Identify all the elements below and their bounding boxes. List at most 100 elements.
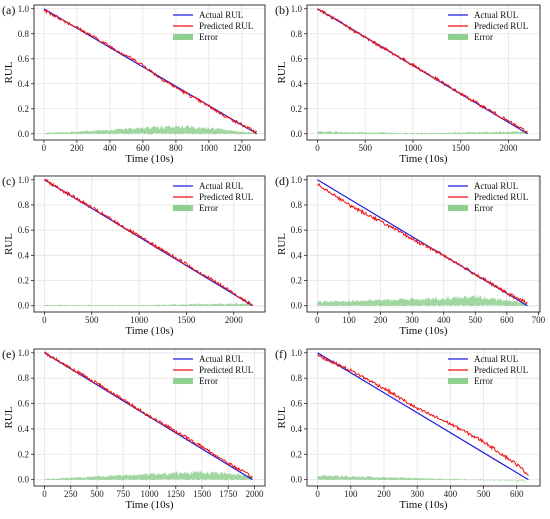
legend-predicted-label: Predicted RUL — [199, 365, 253, 375]
predicted-rul-line — [317, 182, 528, 304]
y-tick-label: 0.8 — [291, 200, 303, 210]
panel-d: 0 100 200 300 400 500 600 700 0.0 0.2 0.4 0.6 0.8 1.0… — [275, 174, 546, 337]
panel-label: (c) — [2, 174, 15, 188]
x-tick-label: 0 — [42, 315, 47, 325]
predicted-rul-line — [44, 178, 253, 306]
y-tick-label: 0.6 — [291, 225, 303, 235]
panel-label: (f) — [275, 347, 287, 361]
x-tick-label: 600 — [136, 143, 150, 153]
y-tick-label: 0.4 — [291, 424, 303, 434]
x-tick-label: 500 — [90, 489, 104, 499]
y-tick-label: 0.2 — [18, 104, 29, 114]
x-tick-label: 0 — [315, 315, 320, 325]
x-tick-label: 800 — [169, 143, 183, 153]
actual-rul-line — [317, 352, 529, 481]
x-tick-label: 1000 — [141, 489, 160, 499]
legend-actual-label: Actual RUL — [199, 181, 243, 191]
legend-predicted-label: Predicted RUL — [474, 192, 528, 202]
panel-label: (d) — [275, 174, 289, 188]
y-tick-label: 0.4 — [291, 250, 303, 260]
legend-actual-label: Actual RUL — [474, 10, 518, 20]
x-tick-label: 600 — [500, 315, 514, 325]
y-tick-label: 0.4 — [291, 79, 303, 89]
y-axis-label: RUL — [276, 233, 288, 255]
x-tick-label: 200 — [374, 315, 388, 325]
x-tick-label: 250 — [64, 489, 78, 499]
y-tick-label: 0.0 — [291, 129, 303, 139]
x-tick-label: 2000 — [499, 143, 518, 153]
axes-frame — [33, 175, 266, 313]
y-tick-label: 0.2 — [18, 276, 29, 286]
x-tick-label: 0 — [42, 489, 47, 499]
x-axis-label: Time (10s) — [125, 325, 174, 337]
error-area — [317, 474, 529, 483]
y-tick-label: 0.8 — [18, 200, 30, 210]
y-tick-label: 0.6 — [18, 54, 30, 64]
x-tick-label: 1500 — [177, 315, 196, 325]
x-tick-label: 1000 — [404, 143, 423, 153]
x-tick-label: 700 — [532, 315, 546, 325]
y-tick-label: 0.0 — [291, 301, 303, 311]
x-tick-label: 0 — [315, 143, 320, 153]
x-tick-label: 500 — [469, 315, 483, 325]
error-area — [317, 130, 528, 135]
x-tick-label: 1250 — [167, 489, 186, 499]
legend-error-swatch — [173, 34, 193, 40]
x-tick-label: 400 — [437, 315, 451, 325]
x-tick-label: 100 — [342, 315, 356, 325]
y-tick-label: 0.4 — [18, 424, 30, 434]
x-axis-label: Time (10s) — [399, 153, 448, 165]
y-tick-label: 1.0 — [291, 175, 303, 185]
y-axis-label: RUL — [276, 61, 288, 83]
legend-error-label: Error — [474, 32, 493, 42]
y-tick-label: 0.8 — [18, 373, 30, 383]
x-tick-label: 500 — [477, 489, 491, 499]
legend-actual-label: Actual RUL — [199, 10, 243, 20]
legend-predicted-label: Predicted RUL — [199, 21, 253, 31]
predicted-rul-line — [317, 353, 529, 477]
y-tick-label: 0.6 — [291, 399, 303, 409]
predicted-rul-line — [44, 351, 253, 479]
y-tick-label: 0.6 — [18, 399, 30, 409]
x-axis-label: Time (10s) — [399, 499, 448, 511]
panel-a: 0 200 400 600 800 1000 1200 0.0 0.2 0.4 0.6 0.8 1.0 T… — [2, 3, 266, 165]
axes-frame — [306, 4, 541, 141]
x-tick-label: 1750 — [219, 489, 238, 499]
y-tick-label: 0.2 — [291, 276, 302, 286]
y-tick-label: 0.6 — [18, 225, 30, 235]
legend-actual-label: Actual RUL — [199, 354, 243, 364]
y-tick-label: 0.2 — [18, 449, 29, 459]
legend-error-label: Error — [199, 32, 218, 42]
y-tick-label: 0.4 — [18, 250, 30, 260]
y-tick-label: 1.0 — [18, 175, 30, 185]
y-tick-label: 1.0 — [291, 4, 303, 14]
axes-frame — [33, 4, 266, 141]
y-axis-label: RUL — [3, 61, 15, 83]
legend-predicted-label: Predicted RUL — [474, 365, 528, 375]
x-tick-label: 600 — [510, 489, 524, 499]
x-tick-label: 300 — [405, 315, 419, 325]
x-tick-label: 200 — [377, 489, 391, 499]
y-tick-label: 1.0 — [291, 348, 303, 358]
y-tick-label: 0.2 — [291, 449, 302, 459]
y-tick-label: 1.0 — [18, 348, 30, 358]
x-tick-label: 400 — [103, 143, 117, 153]
legend-error-swatch — [173, 205, 193, 211]
legend-actual-label: Actual RUL — [474, 354, 518, 364]
y-tick-label: 0.8 — [291, 373, 303, 383]
x-tick-label: 200 — [70, 143, 84, 153]
y-tick-label: 0.8 — [291, 29, 303, 39]
y-axis-label: RUL — [3, 233, 15, 255]
panel-c: 0 500 1000 1500 2000 0.0 0.2 0.4 0.6 0.8 1.0 Time (… — [2, 174, 266, 337]
y-tick-label: 0.2 — [291, 104, 302, 114]
x-tick-label: 1500 — [193, 489, 212, 499]
legend-error-swatch — [448, 378, 468, 384]
x-tick-label: 0 — [42, 143, 47, 153]
panel-label: (b) — [275, 3, 289, 17]
x-tick-label: 2000 — [225, 315, 244, 325]
